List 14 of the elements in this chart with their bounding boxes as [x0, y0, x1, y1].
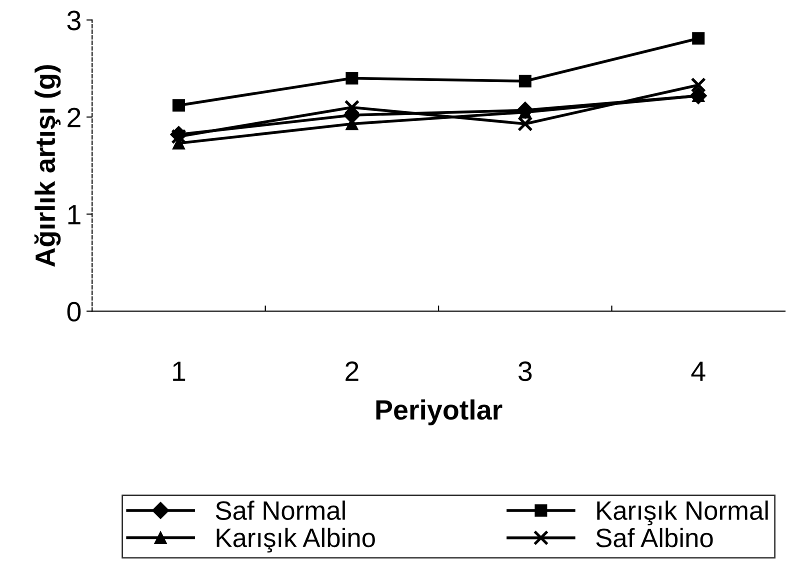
x-tick-label: 3: [518, 361, 532, 382]
x-axis-title: Periyotlar: [376, 399, 502, 426]
y-tick-label: 1: [68, 205, 80, 224]
x-tick-label: 1: [173, 362, 186, 381]
y-tick-label: 0: [67, 302, 81, 322]
x-tick-label: 2: [346, 361, 358, 381]
legend-label: Karışık Albino: [216, 528, 375, 553]
y-tick-label: 2: [68, 108, 80, 128]
y-tick-label: 3: [67, 10, 80, 30]
legend-label: Saf Albino: [596, 528, 713, 548]
legend-label: Karışık Normal: [597, 500, 768, 526]
legend-label: Saf Normal: [216, 500, 345, 520]
x-tick-label: 4: [691, 362, 706, 381]
y-axis-title: Ağırlık artışı (g): [34, 65, 61, 267]
